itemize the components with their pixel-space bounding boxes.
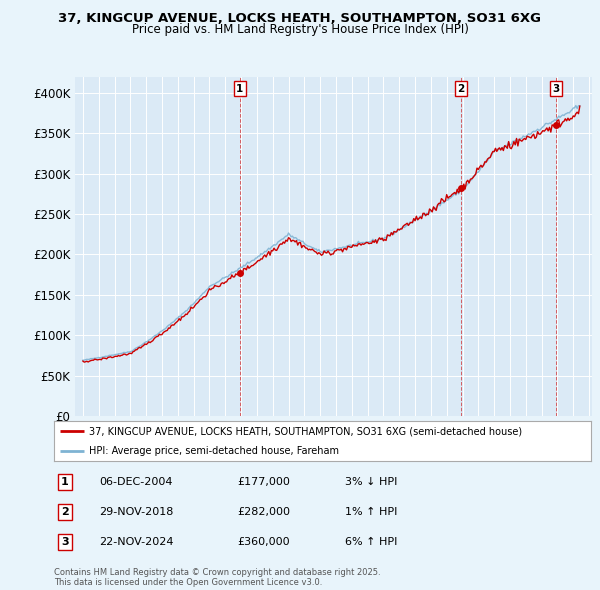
- Text: 1: 1: [236, 84, 244, 94]
- Text: Contains HM Land Registry data © Crown copyright and database right 2025.
This d: Contains HM Land Registry data © Crown c…: [54, 568, 380, 587]
- Text: £177,000: £177,000: [237, 477, 290, 487]
- Text: 3: 3: [61, 537, 68, 547]
- Text: 2: 2: [61, 507, 68, 517]
- Text: Price paid vs. HM Land Registry's House Price Index (HPI): Price paid vs. HM Land Registry's House …: [131, 23, 469, 36]
- Text: £282,000: £282,000: [237, 507, 290, 517]
- Text: 22-NOV-2024: 22-NOV-2024: [99, 537, 173, 547]
- Text: 37, KINGCUP AVENUE, LOCKS HEATH, SOUTHAMPTON, SO31 6XG: 37, KINGCUP AVENUE, LOCKS HEATH, SOUTHAM…: [59, 12, 542, 25]
- Text: HPI: Average price, semi-detached house, Fareham: HPI: Average price, semi-detached house,…: [89, 447, 339, 456]
- Text: £360,000: £360,000: [237, 537, 290, 547]
- Text: 1: 1: [61, 477, 68, 487]
- Text: 3: 3: [552, 84, 559, 94]
- Text: 06-DEC-2004: 06-DEC-2004: [99, 477, 173, 487]
- Text: 37, KINGCUP AVENUE, LOCKS HEATH, SOUTHAMPTON, SO31 6XG (semi-detached house): 37, KINGCUP AVENUE, LOCKS HEATH, SOUTHAM…: [89, 427, 522, 436]
- Text: 2: 2: [457, 84, 465, 94]
- Text: 1% ↑ HPI: 1% ↑ HPI: [345, 507, 397, 517]
- Text: 6% ↑ HPI: 6% ↑ HPI: [345, 537, 397, 547]
- Text: 29-NOV-2018: 29-NOV-2018: [99, 507, 173, 517]
- Text: 3% ↓ HPI: 3% ↓ HPI: [345, 477, 397, 487]
